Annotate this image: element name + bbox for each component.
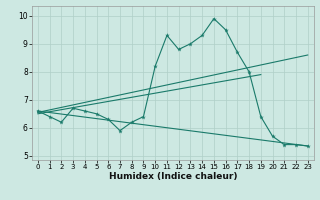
X-axis label: Humidex (Indice chaleur): Humidex (Indice chaleur) — [108, 172, 237, 181]
